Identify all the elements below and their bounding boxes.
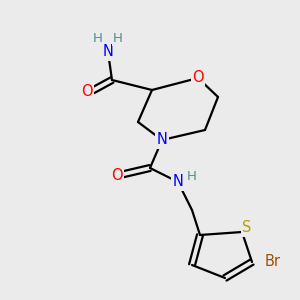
Text: Br: Br [265,254,281,269]
Text: N: N [103,44,113,59]
Text: S: S [242,220,252,236]
Text: O: O [81,85,93,100]
Text: H: H [187,170,197,184]
Text: H: H [113,32,123,44]
Text: N: N [172,175,183,190]
Text: O: O [192,70,204,86]
Text: O: O [111,167,123,182]
Text: H: H [93,32,103,44]
Text: N: N [157,133,167,148]
